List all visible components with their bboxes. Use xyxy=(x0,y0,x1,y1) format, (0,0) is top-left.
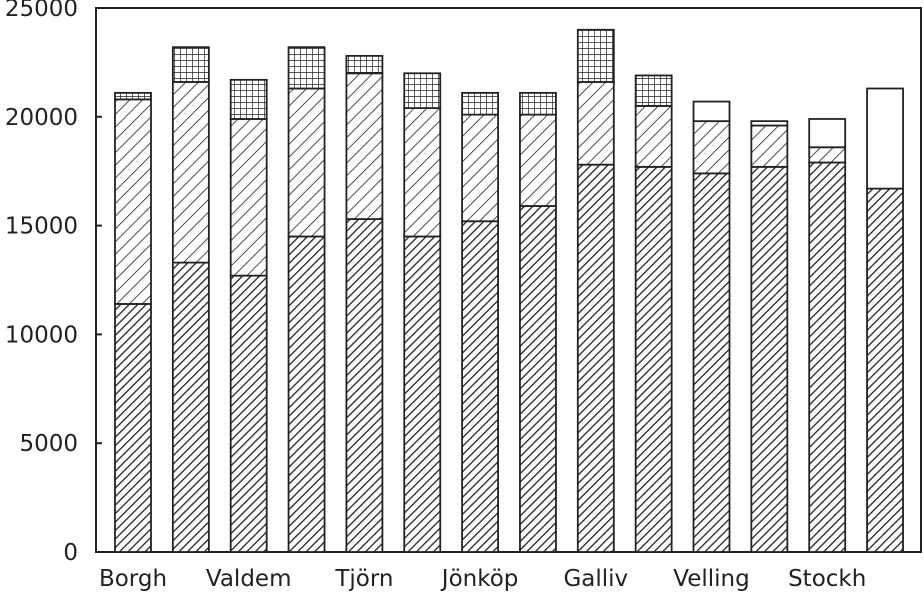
y-tick-label-2: 10000 xyxy=(5,322,78,348)
x-tick-label-4: Tjörn xyxy=(334,566,393,592)
bar-segment-12-0 xyxy=(808,161,847,553)
y-tick-label-1: 5000 xyxy=(19,431,78,457)
bar-segment-2-2 xyxy=(229,78,268,120)
bar-segment-0-0 xyxy=(114,303,152,553)
bar-segment-13-3 xyxy=(866,87,904,190)
bar-segment-4-0 xyxy=(345,218,384,553)
bar-segment-0-1 xyxy=(114,98,152,305)
bar-segment-6-2 xyxy=(461,91,500,116)
bar-segment-7-0 xyxy=(519,205,557,553)
bar-segment-5-1 xyxy=(403,107,442,238)
x-tick-label-8: Galliv xyxy=(563,566,628,592)
bar-segment-7-1 xyxy=(519,113,557,207)
bar-segment-2-0 xyxy=(229,274,268,553)
y-tick-label-0: 0 xyxy=(63,540,78,566)
bar-segment-8-2 xyxy=(576,28,615,83)
bar-segment-11-1 xyxy=(750,124,789,168)
bar-segment-1-1 xyxy=(171,81,210,264)
bar-segment-3-0 xyxy=(287,235,326,553)
bar-segment-1-2 xyxy=(171,46,210,83)
bar-segment-0-2 xyxy=(114,91,152,101)
bar-segment-6-1 xyxy=(461,113,500,223)
bar-segment-10-1 xyxy=(692,120,731,175)
bar-segment-10-0 xyxy=(692,172,731,553)
x-tick-label-0: Borgh xyxy=(99,566,167,592)
bar-segment-11-0 xyxy=(750,165,789,553)
plot-area: 0 5000 10000 15000 20000 25000 Borgh Valdem Tjör… xyxy=(5,0,922,592)
bar-segment-5-0 xyxy=(403,235,442,553)
bar-segment-8-0 xyxy=(576,163,615,553)
plot-frame xyxy=(95,7,922,553)
bar-segment-6-0 xyxy=(461,220,500,553)
bar-segment-10-3 xyxy=(692,100,731,123)
x-tick-label-2: Valdem xyxy=(206,566,292,592)
bar-segment-3-1 xyxy=(287,87,326,238)
bar-segment-12-1 xyxy=(808,146,847,164)
bar-segment-9-1 xyxy=(634,105,673,168)
y-tick-label-4: 20000 xyxy=(5,105,78,131)
y-tick-label-3: 15000 xyxy=(5,214,78,240)
bar-segment-7-2 xyxy=(519,91,557,116)
bar-segment-9-2 xyxy=(634,74,673,107)
bar-segment-11-3 xyxy=(750,120,789,127)
x-tick-label-12: Stockh xyxy=(788,566,866,592)
x-tick-label-10: Velling xyxy=(673,566,749,592)
bar-segment-8-1 xyxy=(576,81,615,166)
bar-segment-4-2 xyxy=(345,54,384,75)
bar-segment-1-0 xyxy=(171,261,210,553)
bar-segment-3-2 xyxy=(287,46,326,90)
bar-segment-12-3 xyxy=(808,118,847,149)
y-tick-label-5: 25000 xyxy=(5,0,78,22)
x-tick-label-6: Jönköp xyxy=(440,566,519,592)
bar-segment-2-1 xyxy=(229,118,268,277)
bar-segment-4-1 xyxy=(345,72,384,220)
bar-segment-5-2 xyxy=(403,72,442,109)
bar-segment-9-0 xyxy=(634,165,673,553)
bar-segment-13-0 xyxy=(866,187,904,553)
